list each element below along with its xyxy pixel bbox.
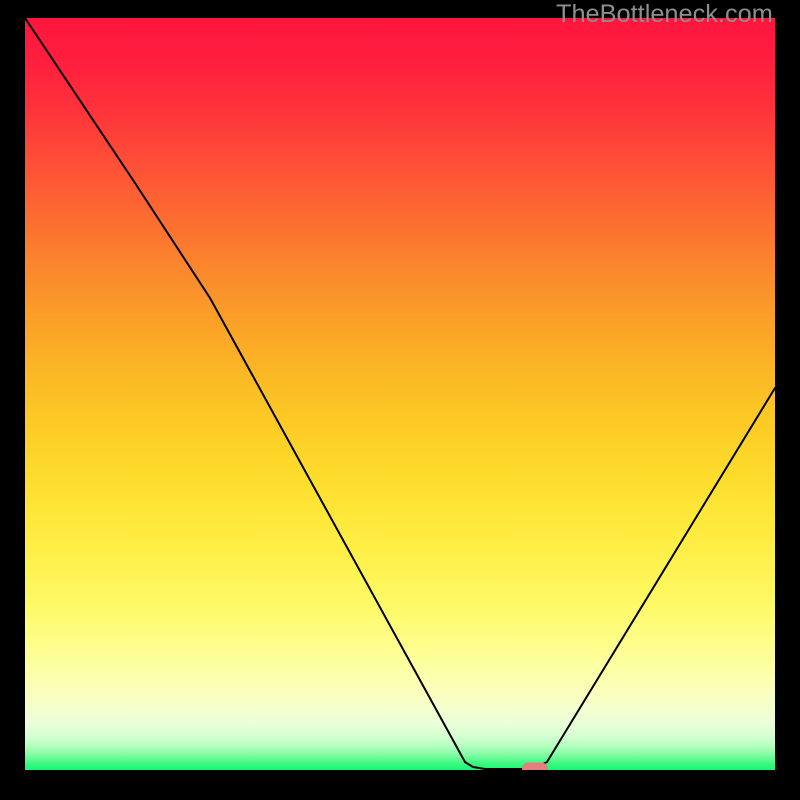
plot-area [25, 18, 775, 770]
plot-background [25, 18, 775, 770]
watermark-text: TheBottleneck.com [556, 0, 773, 29]
optimal-marker [522, 763, 548, 771]
chart-frame: TheBottleneck.com [0, 0, 800, 800]
